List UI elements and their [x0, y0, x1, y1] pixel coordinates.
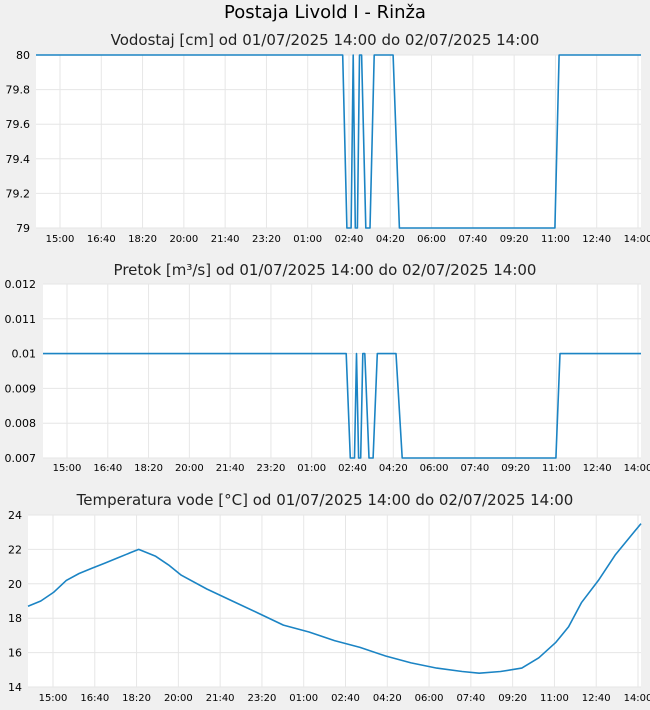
- plot-area-2: [43, 284, 641, 458]
- x-tick-label: 06:00: [420, 463, 449, 474]
- x-tick-label: 20:00: [169, 234, 198, 245]
- x-tick-label: 12:40: [583, 463, 612, 474]
- x-tick-label: 07:40: [458, 234, 487, 245]
- x-tick-label: 07:40: [456, 693, 485, 704]
- x-tick-label: 06:00: [415, 693, 444, 704]
- chart-title-3: Temperatura vode [°C] od 01/07/2025 14:0…: [76, 491, 574, 509]
- y-tick-label: 24: [8, 509, 22, 522]
- chart-title-1: Vodostaj [cm] od 01/07/2025 14:00 do 02/…: [111, 31, 540, 49]
- x-tick-label: 14:00: [624, 463, 650, 474]
- x-tick-label: 06:00: [417, 234, 446, 245]
- x-tick-label: 21:40: [206, 693, 235, 704]
- y-tick-label: 0.011: [5, 313, 37, 326]
- x-tick-label: 07:40: [460, 463, 489, 474]
- x-tick-label: 02:40: [335, 234, 364, 245]
- y-tick-label: 16: [8, 647, 22, 660]
- x-tick-label: 04:20: [373, 693, 402, 704]
- y-tick-label: 0.008: [5, 417, 37, 430]
- x-tick-label: 09:20: [501, 463, 530, 474]
- x-tick-label: 20:00: [175, 463, 204, 474]
- x-tick-label: 14:00: [624, 234, 650, 245]
- x-tick-label: 16:40: [93, 463, 122, 474]
- x-tick-label: 18:20: [134, 463, 163, 474]
- y-tick-label: 18: [8, 612, 22, 625]
- y-tick-label: 79.8: [6, 84, 31, 97]
- x-tick-label: 21:40: [211, 234, 240, 245]
- x-tick-label: 09:20: [500, 234, 529, 245]
- x-tick-label: 11:00: [540, 693, 569, 704]
- page-title: Postaja Livold I - Rinža: [224, 2, 426, 23]
- series-line-2: [43, 352, 641, 459]
- y-tick-label: 14: [8, 681, 22, 694]
- y-tick-label: 20: [8, 578, 22, 591]
- x-tick-label: 23:20: [248, 693, 277, 704]
- plot-area-1: [36, 55, 641, 228]
- y-tick-label: 80: [16, 49, 30, 62]
- x-tick-label: 02:40: [338, 463, 367, 474]
- x-tick-label: 15:00: [53, 463, 82, 474]
- x-tick-label: 04:20: [379, 463, 408, 474]
- y-tick-label: 0.009: [5, 382, 37, 395]
- series-line-1: [36, 54, 641, 229]
- x-tick-label: 02:40: [331, 693, 360, 704]
- x-tick-label: 23:20: [257, 463, 286, 474]
- x-tick-label: 01:00: [293, 234, 322, 245]
- x-tick-label: 20:00: [164, 693, 193, 704]
- x-tick-label: 11:00: [542, 463, 571, 474]
- x-tick-label: 04:20: [376, 234, 405, 245]
- x-tick-label: 01:00: [289, 693, 318, 704]
- y-tick-label: 79.6: [6, 118, 31, 131]
- x-tick-label: 23:20: [252, 234, 281, 245]
- x-tick-label: 16:40: [80, 693, 109, 704]
- x-tick-label: 12:40: [582, 234, 611, 245]
- y-tick-label: 0.01: [12, 348, 37, 361]
- x-tick-label: 09:20: [498, 693, 527, 704]
- x-tick-label: 18:20: [128, 234, 157, 245]
- x-tick-label: 14:00: [624, 693, 650, 704]
- y-tick-label: 0.012: [5, 278, 37, 291]
- x-tick-label: 12:40: [582, 693, 611, 704]
- chart-title-2: Pretok [m³/s] od 01/07/2025 14:00 do 02/…: [114, 261, 537, 279]
- y-tick-label: 0.007: [5, 452, 37, 465]
- series-line-3: [27, 523, 642, 675]
- x-tick-label: 18:20: [122, 693, 151, 704]
- x-tick-label: 15:00: [46, 234, 75, 245]
- x-tick-label: 16:40: [87, 234, 116, 245]
- x-tick-label: 01:00: [297, 463, 326, 474]
- y-tick-label: 79: [16, 222, 30, 235]
- x-tick-label: 15:00: [39, 693, 68, 704]
- x-tick-label: 21:40: [216, 463, 245, 474]
- y-tick-label: 79.2: [6, 187, 31, 200]
- y-tick-label: 79.4: [6, 153, 31, 166]
- plot-area-3: [28, 515, 641, 687]
- y-tick-label: 22: [8, 543, 22, 556]
- x-tick-label: 11:00: [541, 234, 570, 245]
